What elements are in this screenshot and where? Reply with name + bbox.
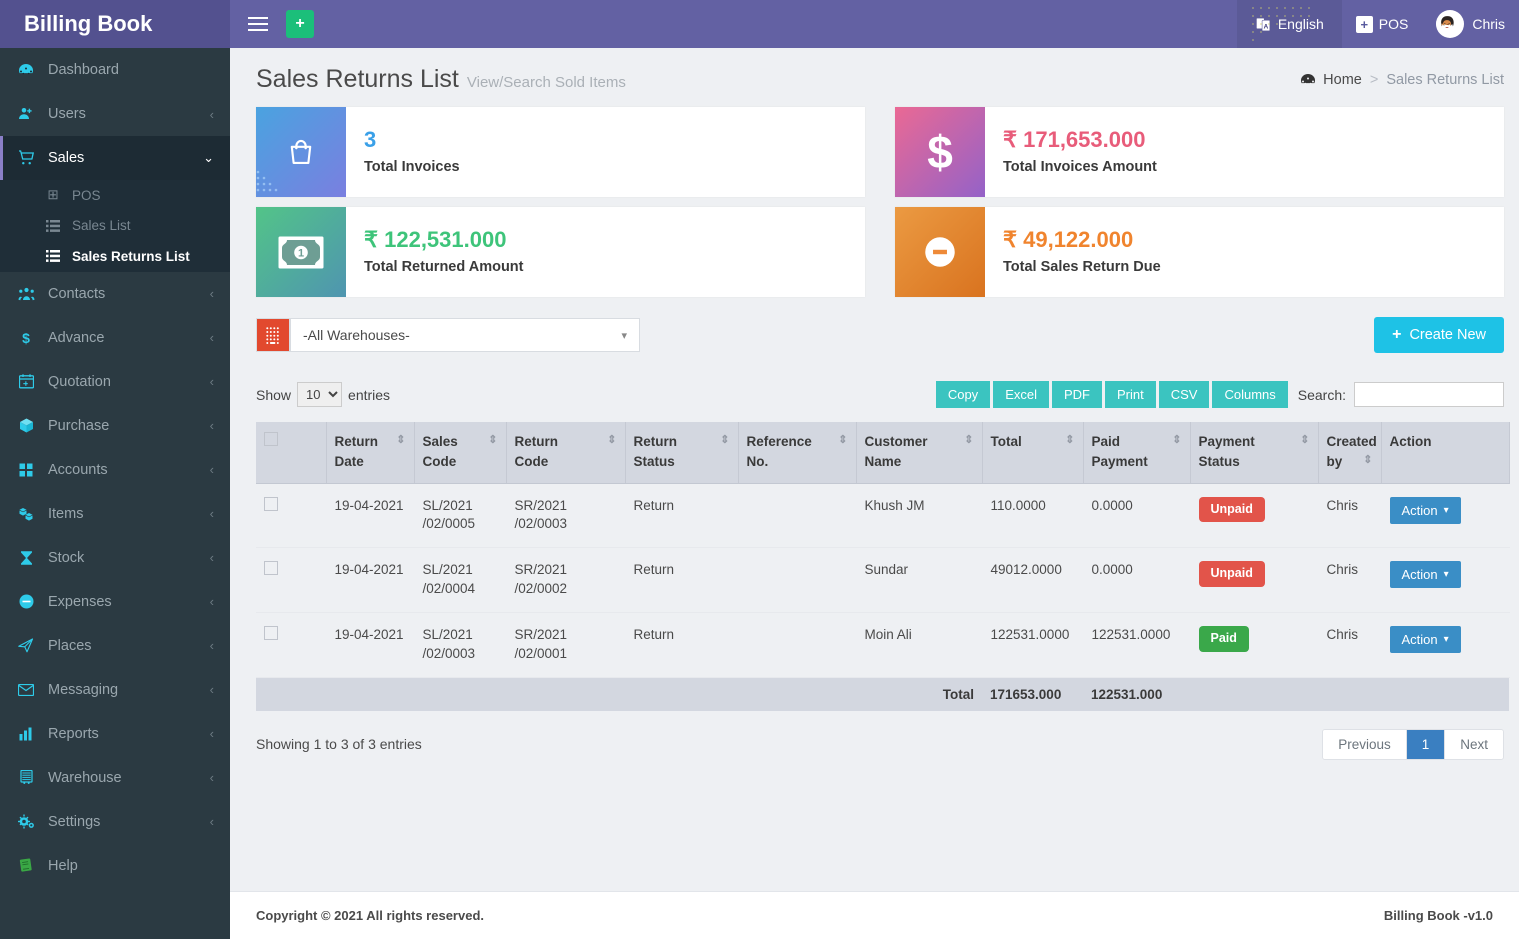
svg-text:$: $ bbox=[22, 330, 30, 346]
svg-text:1: 1 bbox=[298, 247, 304, 259]
